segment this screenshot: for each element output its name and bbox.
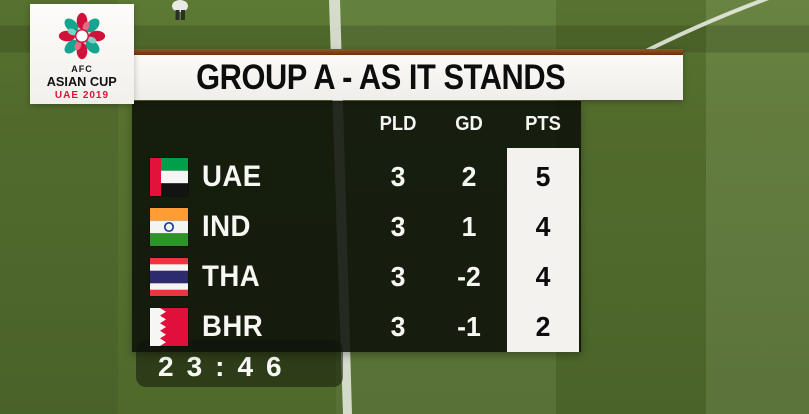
standings-table: PLD GD PTS UAE 3 2 5 xyxy=(132,101,581,352)
pts-value: 4 xyxy=(535,261,551,292)
distant-player xyxy=(166,0,194,27)
pld-value: 3 xyxy=(390,261,406,292)
gd-value: 2 xyxy=(461,161,477,192)
table-row: UAE 3 2 5 xyxy=(132,152,581,202)
uae-flag-icon xyxy=(150,158,188,196)
center-circle-arc xyxy=(635,0,769,58)
gd-value: 1 xyxy=(461,211,477,242)
india-flag-icon xyxy=(150,208,188,246)
pld-value: 3 xyxy=(390,311,406,342)
header-accent-strip xyxy=(133,49,683,55)
afc-emblem-icon xyxy=(58,12,106,60)
logo-competition: ASIAN CUP xyxy=(46,74,118,89)
pts-value: 2 xyxy=(535,311,551,342)
team-code: IND xyxy=(202,210,251,243)
gd-value: -2 xyxy=(457,261,481,292)
pts-value: 4 xyxy=(535,211,551,242)
table-header-row: PLD GD PTS xyxy=(132,101,581,148)
team-code: UAE xyxy=(202,160,262,193)
group-title: GROUP A - AS IT STANDS xyxy=(195,57,566,97)
logo-org-text: AFC xyxy=(71,64,93,74)
table-row: THA 3 -2 4 xyxy=(132,252,581,302)
pld-value: 3 xyxy=(390,211,406,242)
pts-column-strip xyxy=(507,148,579,352)
afc-asian-cup-logo: AFC ASIAN CUP UAE 2019 xyxy=(30,4,134,104)
team-code: THA xyxy=(202,260,261,293)
column-header-gd: GD xyxy=(455,113,483,135)
table-row: BHR 3 -1 2 xyxy=(132,302,581,352)
timer-value: 23:46 xyxy=(158,350,295,382)
thailand-flag-icon xyxy=(150,258,188,296)
bahrain-flag-icon xyxy=(150,308,188,346)
column-header-pld: PLD xyxy=(379,113,417,135)
pts-value: 5 xyxy=(535,161,551,192)
table-row: IND 3 1 4 xyxy=(132,202,581,252)
header-bar: GROUP A - AS IT STANDS xyxy=(133,49,683,100)
gd-value: -1 xyxy=(457,311,481,342)
logo-edition: UAE 2019 xyxy=(54,90,110,101)
column-header-pts: PTS xyxy=(525,113,561,135)
team-code: BHR xyxy=(202,310,264,343)
pld-value: 3 xyxy=(390,161,406,192)
